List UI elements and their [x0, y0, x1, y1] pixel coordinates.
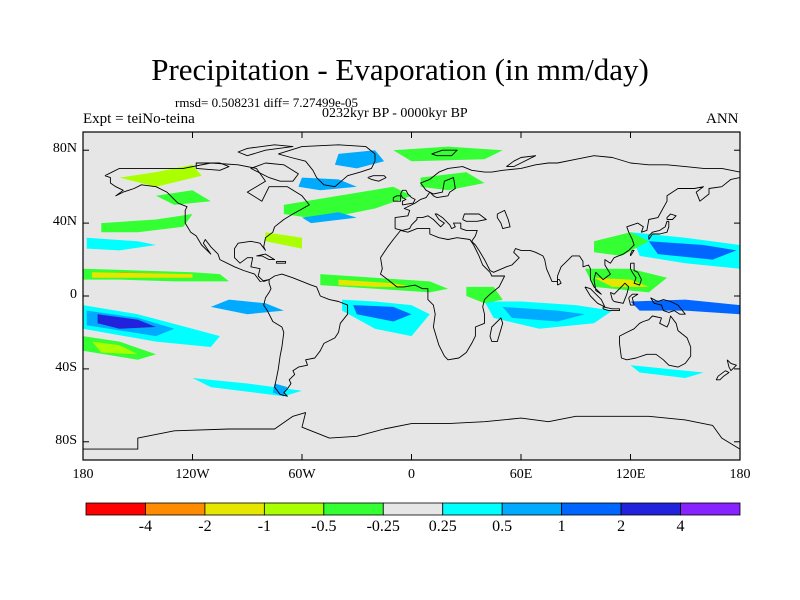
colorbar-swatch [323, 502, 384, 516]
colorbar-swatch [501, 502, 563, 516]
coastline-sri-lanka [557, 279, 562, 286]
colorbar-label: 4 [676, 518, 685, 535]
colorbar-label: 2 [617, 518, 626, 535]
plot-background [83, 132, 740, 460]
coastline-borneo [609, 282, 630, 304]
coastline-australia [619, 315, 692, 368]
region-east-asia-dry [594, 232, 649, 256]
region-south-pacific-dry-core [92, 341, 138, 355]
y-tick-label: 40N [52, 214, 77, 230]
region-gulf-stream-dry [265, 232, 302, 249]
region-australia-south-wet [630, 365, 704, 378]
region-labrador-wet [298, 177, 357, 191]
coastline-japan [648, 220, 670, 240]
region-north-atlantic-wet [302, 212, 357, 224]
season-label: ANN [706, 111, 739, 127]
coastlines [83, 144, 740, 450]
colorbar-swatch [85, 502, 146, 516]
coastline-eurasia [394, 155, 740, 295]
coastline-greenland [278, 144, 376, 188]
region-north-pacific-east-dry [156, 190, 211, 205]
region-arctic-dry [393, 146, 503, 162]
region-south-pacific-wet-core [97, 314, 156, 329]
coastline-madagascar [489, 317, 504, 343]
region-west-pacific-wet-core [648, 241, 737, 260]
colorbar-swatch [680, 502, 741, 516]
coastline-africa [380, 228, 506, 361]
x-tick-label: 60E [509, 467, 533, 482]
x-tick-label: 120E [615, 467, 646, 482]
coastline-baffin [250, 162, 299, 182]
coastline-iceland [367, 175, 387, 182]
colorbar-swatch [382, 502, 444, 516]
colorbar [85, 502, 741, 516]
region-central-pacific-wet [210, 299, 284, 315]
region-north-atlantic-dry [283, 186, 412, 220]
colorbar-swatch [145, 502, 206, 516]
coastline-hokkaido [666, 213, 677, 220]
data-regions [83, 146, 740, 397]
coastline-new-zealand-south [715, 370, 730, 381]
coastline-britain [400, 189, 416, 206]
period-subtitle: 0232kyr BP - 0000kyr BP [322, 106, 468, 121]
region-greenland-wet [334, 150, 385, 169]
region-south-atlantic-wet-core [353, 305, 412, 322]
colorbar-swatch [620, 502, 681, 516]
region-indian-ocean-wet-core [502, 306, 585, 322]
coastline-caspian [496, 209, 511, 230]
region-north-pacific-itcz-mid [92, 272, 193, 278]
colorbar-label: -4 [138, 518, 153, 535]
y-tick-label: 0 [70, 287, 77, 302]
coastline-svalbard [431, 149, 458, 157]
colorbar-label: -2 [198, 518, 212, 535]
coastline-taiwan [630, 249, 635, 257]
y-tick-label: 40S [55, 359, 77, 375]
coastline-ireland [392, 195, 402, 202]
x-tick-label: 180 [729, 467, 751, 482]
region-maritime-continent-core [594, 277, 649, 287]
colorbar-swatch [204, 502, 265, 516]
colorbar-swatch [561, 502, 622, 516]
colorbar-label: 1 [557, 518, 566, 535]
coastline-new-guinea [650, 297, 686, 315]
coastline-north-america [104, 162, 310, 282]
region-alaska-dry [119, 164, 202, 187]
colorbar-label: -0.25 [366, 518, 400, 535]
colorbar-swatch [263, 502, 325, 516]
colorbar-label: -0.5 [311, 518, 337, 535]
x-tick-label: 120W [175, 467, 210, 482]
coastline-south-america [263, 273, 349, 397]
x-tick-label: 60W [288, 467, 316, 482]
coastline-novaya-zemlya [506, 155, 537, 168]
y-tick-label: 80N [52, 141, 77, 157]
coastline-black-sea [462, 213, 487, 222]
y-tick-label: 80S [55, 432, 77, 448]
colorbar-label: 0.25 [428, 518, 457, 535]
region-scandinavia-dry [420, 172, 485, 191]
region-north-pacific-midlat-wet [86, 237, 156, 251]
region-atlantic-itcz-dry-core [338, 279, 412, 287]
axis-ticks [82, 132, 741, 460]
experiment-label: Expt = teiNo-teina [83, 111, 195, 127]
coastline-sulawesi [628, 293, 639, 306]
coastline-antarctica [83, 412, 740, 450]
coastline-new-zealand-north [726, 359, 737, 372]
coastline-hispaniola [276, 260, 287, 264]
x-tick-label: 180 [72, 467, 94, 482]
colorbar-label: 0.5 [492, 518, 513, 535]
coastline-victoria-island [195, 162, 230, 171]
region-south-pacific-convergence-wet [630, 299, 740, 315]
coastline-philippines [630, 262, 642, 286]
region-north-pacific-midlat-dry [101, 214, 193, 233]
coastline-java [602, 306, 620, 312]
x-tick-label: 0 [408, 467, 415, 482]
chart-title: Precipitation - Evaporation (in mm/day) [151, 52, 649, 87]
coastline-ellesmere [237, 144, 294, 157]
colorbar-label: -1 [257, 518, 272, 535]
colorbar-swatch [442, 502, 503, 516]
coastline-cuba [256, 253, 276, 261]
stats-line: rmsd= 0.508231 diff= 7.27499e-05 [175, 95, 359, 110]
